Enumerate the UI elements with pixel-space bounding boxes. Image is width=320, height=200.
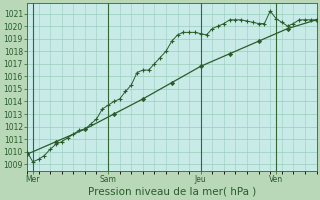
X-axis label: Pression niveau de la mer( hPa ): Pression niveau de la mer( hPa ) [88,187,256,197]
